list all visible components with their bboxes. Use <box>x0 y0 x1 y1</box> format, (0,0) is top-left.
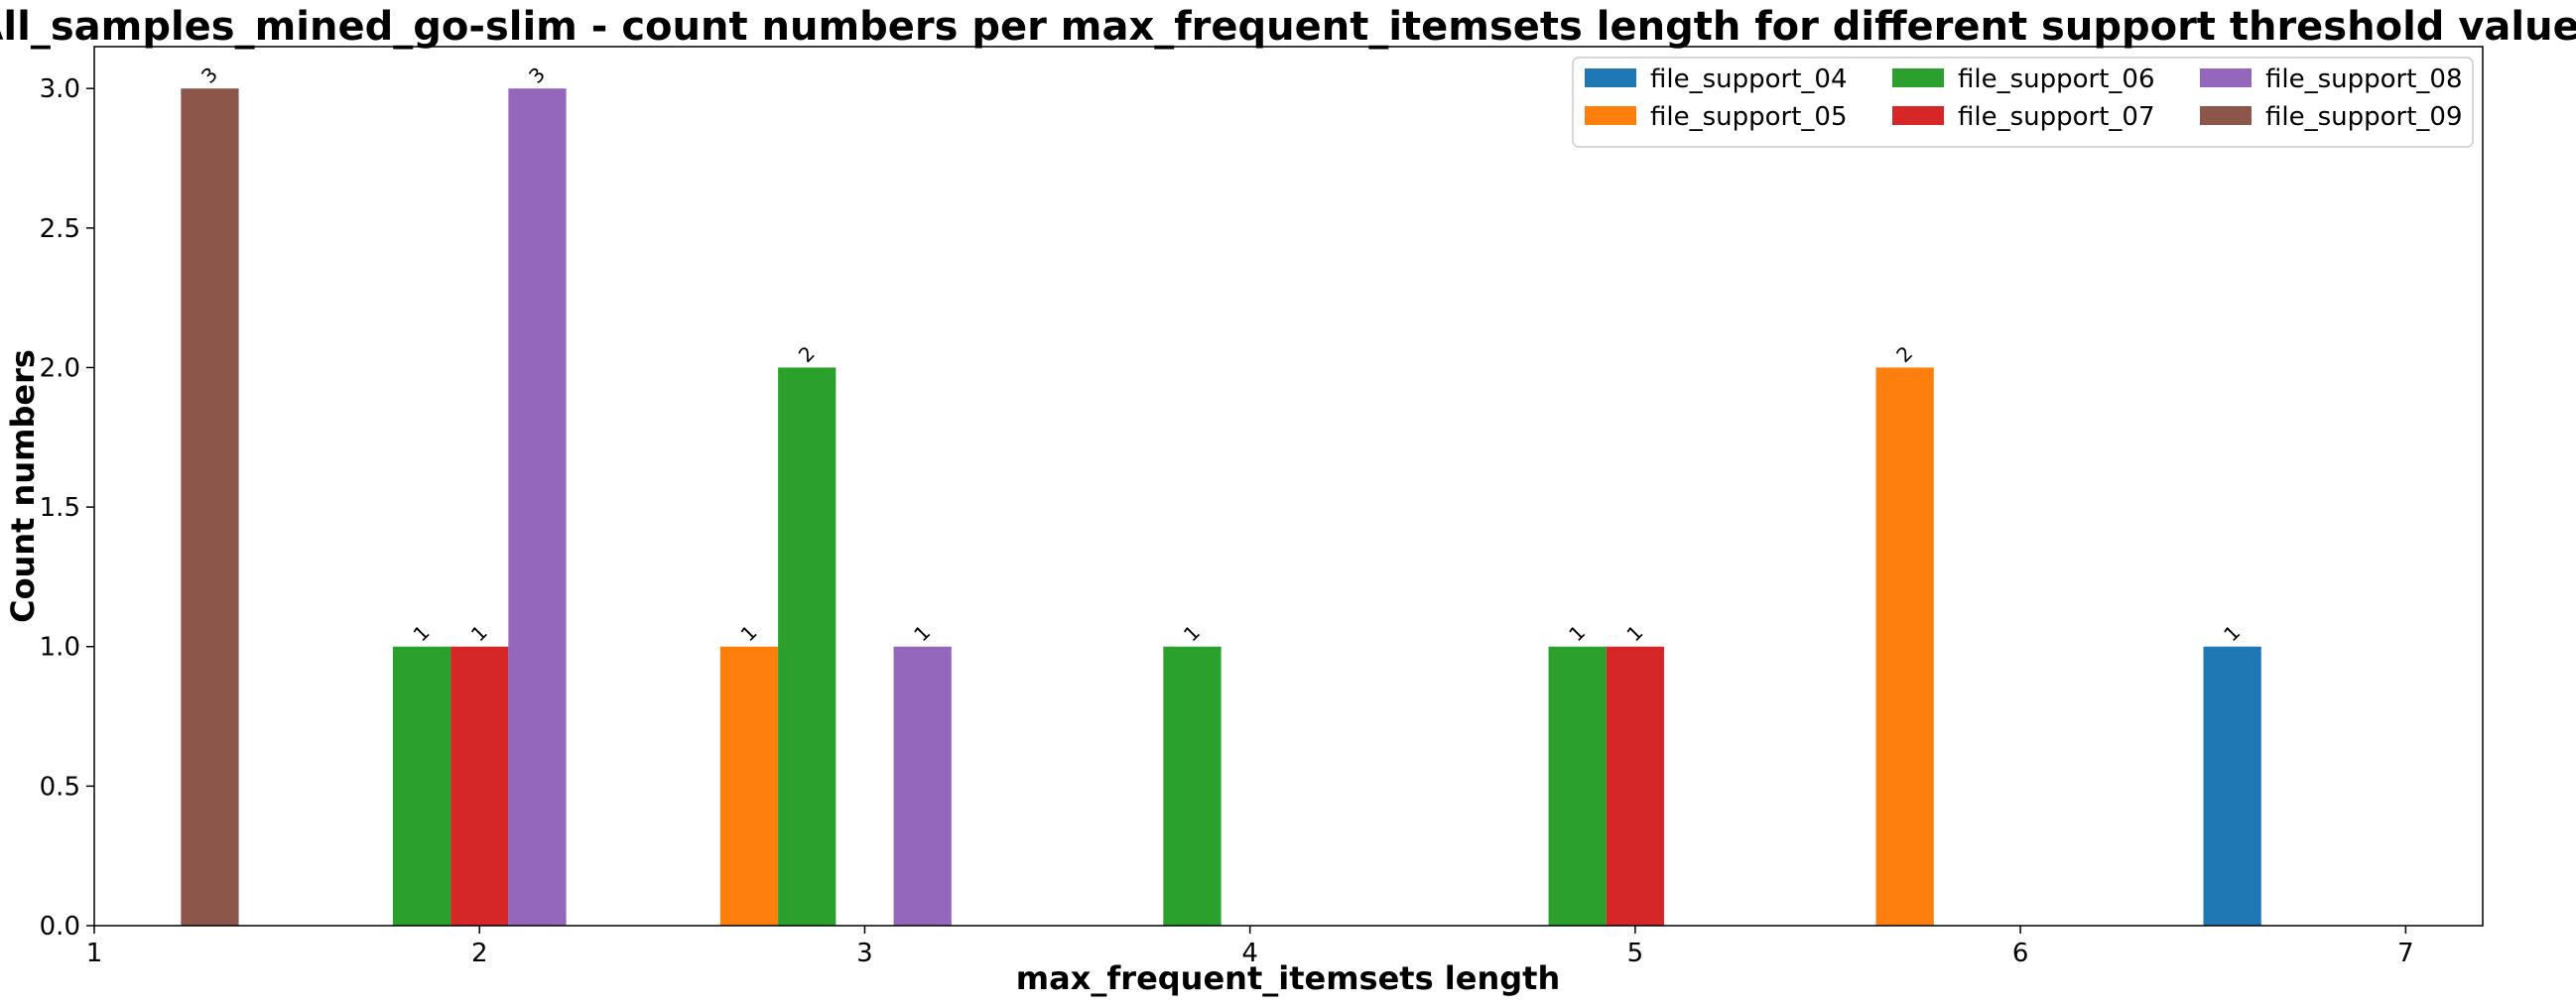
plot-area: 1 1 2 1 2 1 1 1 1 3 1 3 1 2 3 4 5 6 7 0.0 0.5 1.0 1.5 2.0 2.5 3.0 <box>40 46 2484 968</box>
x-tick-label: 4 <box>1241 939 1258 968</box>
bar-file_support_05-6 <box>1875 367 1934 926</box>
bar-file_support_06-5 <box>1548 646 1607 926</box>
x-tick-label: 2 <box>471 939 488 968</box>
data-label: 2 <box>794 341 820 367</box>
legend-label: file_support_09 <box>2265 102 2463 132</box>
plot-frame <box>93 46 2484 927</box>
bar-file_support_06-3 <box>778 367 837 926</box>
bar-file_support_06-4 <box>1163 646 1222 926</box>
data-label: 3 <box>196 63 222 88</box>
legend-label: file_support_07 <box>1958 102 2155 132</box>
data-label: 3 <box>524 63 550 88</box>
y-tick-label: 0.5 <box>40 772 80 802</box>
y-tick-label: 1.5 <box>40 493 80 523</box>
legend-swatch <box>2200 106 2252 125</box>
data-label: 2 <box>1891 341 1917 367</box>
bar-file_support_06-2 <box>392 646 451 926</box>
data-label: 1 <box>1564 620 1590 646</box>
data-label: 1 <box>909 620 935 646</box>
legend-label: file_support_05 <box>1650 102 1848 132</box>
x-tick-label: 6 <box>2012 939 2029 968</box>
x-tick-label: 5 <box>1627 939 1644 968</box>
legend-label: file_support_08 <box>2265 64 2463 94</box>
bar-file_support_04-7 <box>2203 646 2261 926</box>
x-tick-label: 3 <box>856 939 873 968</box>
legend-swatch <box>1585 106 1636 125</box>
x-axis-label: max_frequent_itemsets length <box>1016 959 1560 997</box>
legend-swatch <box>1892 106 1944 125</box>
y-tick-label: 1.0 <box>40 633 80 663</box>
legend-label: file_support_06 <box>1958 64 2155 94</box>
legend: file_support_04 file_support_05 file_suppo… <box>1572 57 2474 148</box>
data-label: 1 <box>466 620 492 646</box>
data-label: 1 <box>409 620 435 646</box>
legend-swatch <box>2200 68 2252 87</box>
bar-file_support_07-5 <box>1606 646 1665 926</box>
y-tick-label: 3.0 <box>40 74 80 104</box>
y-tick-label: 2.0 <box>40 353 80 383</box>
data-label: 1 <box>1621 620 1647 646</box>
bar-file_support_08-2 <box>508 88 567 926</box>
bar-file_support_07-2 <box>451 646 509 926</box>
data-label: 1 <box>2219 620 2245 646</box>
y-tick-label: 2.5 <box>40 214 80 244</box>
legend-swatch <box>1585 68 1636 87</box>
bar-file_support_05-3 <box>719 646 779 926</box>
chart-title: All_samples_mined_go-slim - count number… <box>0 4 2576 50</box>
bar-file_support_09-1 <box>181 88 239 926</box>
y-axis-label: Count numbers <box>4 349 42 623</box>
legend-label: file_support_04 <box>1650 64 1848 94</box>
data-label: 1 <box>1179 620 1205 646</box>
y-tick-label: 0.0 <box>40 912 80 942</box>
data-label: 1 <box>736 620 762 646</box>
bar-file_support_08-3 <box>893 646 952 926</box>
x-tick-label: 1 <box>86 939 103 968</box>
x-tick-label: 7 <box>2397 939 2414 968</box>
legend-swatch <box>1892 68 1944 87</box>
